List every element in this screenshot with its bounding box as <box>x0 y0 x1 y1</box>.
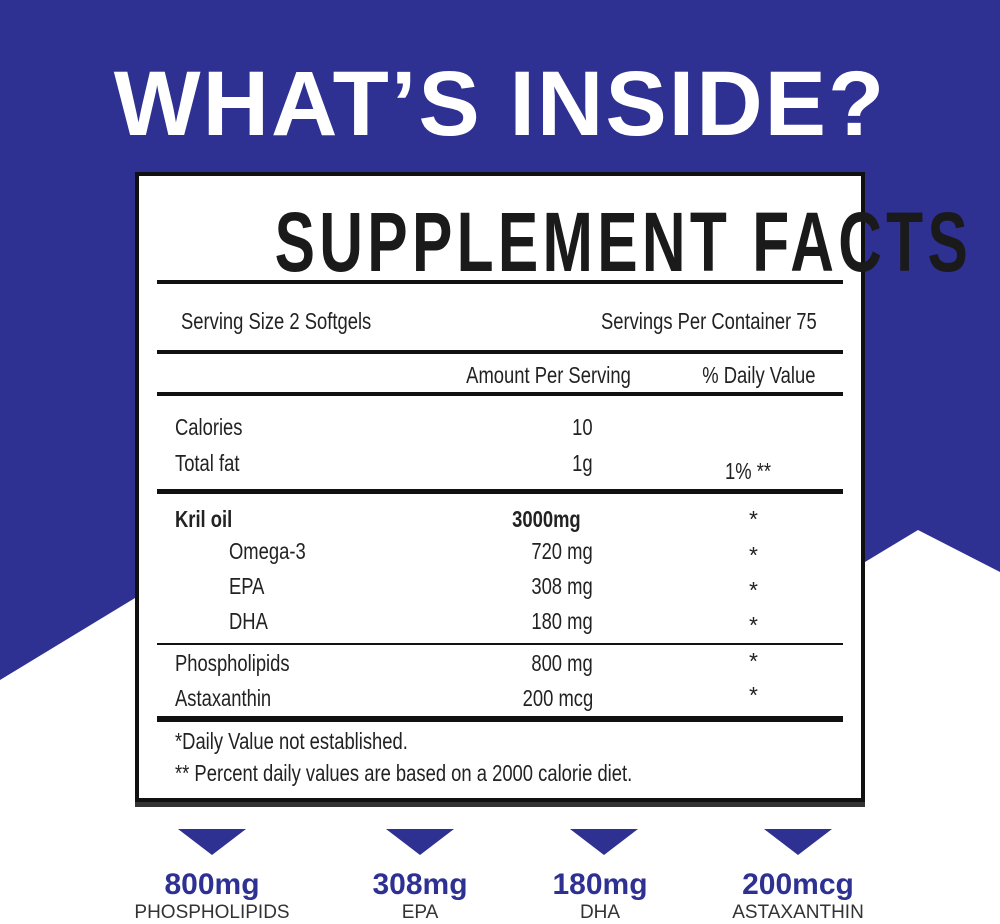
facts-title: SUPPLEMENT FACTS <box>139 194 968 291</box>
divider <box>157 392 843 396</box>
row-astaxanthin-amount: 200 mcg <box>522 685 593 711</box>
row-phospholipids-amount: 800 mg <box>531 650 593 676</box>
highlight-astaxanthin-label: ASTAXANTHIN <box>732 902 864 923</box>
divider <box>157 643 843 645</box>
divider <box>157 350 843 354</box>
highlight-dha-label: DHA <box>579 902 621 923</box>
row-krill-dv: * <box>749 506 758 532</box>
triangle-down-icon <box>570 829 638 855</box>
row-krill-amount: 3000mg <box>512 506 581 532</box>
row-astaxanthin-name: Astaxanthin <box>175 685 272 711</box>
triangle-down-icon <box>764 829 832 855</box>
row-astaxanthin-dv: * <box>749 682 758 708</box>
highlight-phospholipids-value: 800mg <box>164 868 260 901</box>
row-epa-dv: * <box>749 577 758 603</box>
highlight-epa-label: EPA <box>401 902 439 923</box>
triangle-down-icon <box>386 829 454 855</box>
row-phospholipids-name: Phospholipids <box>175 650 290 676</box>
highlight-astaxanthin-value: 200mcg <box>742 868 854 901</box>
footnote-1: *Daily Value not established. <box>175 728 408 754</box>
divider <box>157 280 843 284</box>
footnote-2: ** Percent daily values are based on a 2… <box>175 760 633 786</box>
highlight-dha-value: 180mg <box>552 868 648 901</box>
row-epa-amount: 308 mg <box>531 573 593 599</box>
col-amount-header: Amount Per Serving <box>466 362 631 388</box>
highlight-phospholipids-label: PHOSPHOLIPIDS <box>134 902 290 923</box>
row-calories-amount: 10 <box>572 414 593 440</box>
highlight-epa-value: 308mg <box>372 868 468 901</box>
divider <box>157 716 843 722</box>
row-krill-name: Kril oil <box>175 506 233 532</box>
servings-per-container: Servings Per Container 75 <box>601 308 817 334</box>
headline: WHAT’S INSIDE? <box>113 53 887 155</box>
triangle-down-icon <box>178 829 246 855</box>
row-calories-name: Calories <box>175 414 243 440</box>
row-epa-name: EPA <box>229 573 265 599</box>
row-dha-amount: 180 mg <box>531 608 593 634</box>
serving-size: Serving Size 2 Softgels <box>181 308 372 334</box>
row-dha-dv: * <box>749 612 758 638</box>
supplement-facts-panel: SUPPLEMENT FACTS Serving Size 2 Softgels… <box>135 172 968 802</box>
row-totalfat-dv: 1% ** <box>725 458 772 484</box>
row-dha-name: DHA <box>229 608 268 634</box>
row-omega3-amount: 720 mg <box>531 538 593 564</box>
row-omega3-name: Omega-3 <box>229 538 306 564</box>
divider <box>157 489 843 494</box>
row-phospholipids-dv: * <box>749 648 758 674</box>
facts-title-text: SUPPLEMENT FACTS <box>274 195 973 289</box>
row-omega3-dv: * <box>749 542 758 568</box>
row-totalfat-name: Total fat <box>175 450 240 476</box>
row-totalfat-amount: 1g <box>572 450 593 476</box>
col-daily-header: % Daily Value <box>701 362 815 388</box>
